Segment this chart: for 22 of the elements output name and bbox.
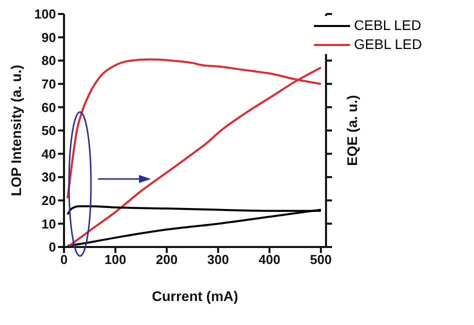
y-tick-label: 40 [42,146,56,162]
y2-axis-title: EQE (a. u.) [344,95,360,166]
x-tick-label: 0 [60,252,68,268]
legend-label: CEBL LED [354,16,422,35]
y-tick-label: 50 [42,123,56,138]
y-tick-label: 90 [42,30,56,45]
y-tick-label: 60 [42,100,56,115]
x-tick-label: 300 [207,252,229,268]
y-tick-label: 10 [42,216,56,232]
x-tick-label: 200 [156,252,178,268]
y-tick-label: 20 [42,193,56,208]
y-tick-label: 100 [34,6,56,22]
x-tick-label: 400 [258,252,280,268]
x-tick-label: 100 [104,252,126,268]
y-axis-title: LOP Intensity (a. u.) [8,64,24,196]
x-axis-title: Current (mA) [152,288,238,304]
y-tick-label: 80 [42,53,56,68]
y-tick-label: 30 [42,170,56,185]
legend-label: GEBL LED [354,35,422,54]
y-tick-label: 70 [42,76,56,92]
x-tick-label: 500 [310,252,332,268]
y-tick-label: 0 [48,240,56,255]
